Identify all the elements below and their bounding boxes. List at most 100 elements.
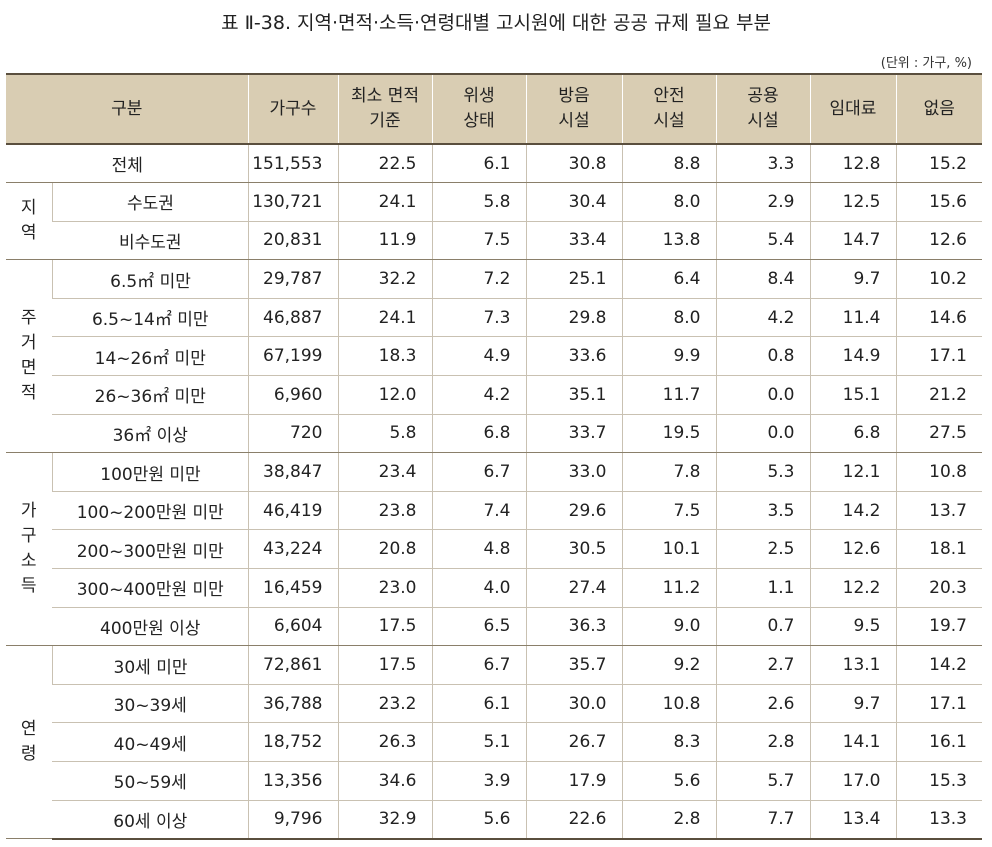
unit-note: (단위 : 가구, %) [880,56,972,71]
table-cell: 5.4 [715,221,810,261]
table-cell: 30.5 [525,529,622,570]
table-cell: 11.9 [337,221,432,261]
table-cell: 36.3 [525,607,622,647]
table-cell: 6.7 [431,645,526,685]
table-cell: 29.8 [525,298,622,338]
table-cell: 7.7 [715,800,810,840]
table-cell: 17.9 [525,761,622,801]
table-cell: 24.1 [337,182,432,222]
group-label-char: 구 [20,526,37,547]
table-cell: 33.7 [525,414,622,454]
table-row: 50~59세 13,356 34.6 3.9 17.9 5.6 5.7 17.0 15.3 [6,761,982,801]
table-cell: 12.5 [809,182,896,222]
table-cell: 8.4 [715,259,810,299]
table-cell: 10.2 [895,259,982,299]
header-shared: 공용 시설 [715,73,810,145]
row-label: 60세 이상 [52,800,248,840]
table-cell: 33.0 [525,452,622,492]
header-line: 상태 [463,111,495,131]
table-cell: 6.1 [431,144,526,184]
table-cell: 11.4 [809,298,896,338]
table-cell: 13.8 [621,221,716,261]
table-cell: 9.9 [621,336,716,377]
table-row: 200~300만원 미만 43,224 20.8 4.8 30.5 10.1 2.5 12.6… [6,529,982,570]
table-row: 가 구 소 득 100만원 미만 38,847 23.4 6.7 33.0 7.8 5.3 12.1 1… [6,452,982,647]
header-line: 최소 면적 [351,86,419,106]
table-cell: 7.5 [621,491,716,531]
group-label-char: 거 [20,333,37,354]
table-cell: 10.1 [621,529,716,570]
header-line: 시설 [558,111,590,131]
table-cell: 15.6 [895,182,982,222]
table-row: 14~26㎡ 미만 67,199 18.3 4.9 33.6 9.9 0.8 14.9 17.1 [6,336,982,377]
table-cell: 33.4 [525,221,622,261]
table-cell: 13.4 [809,800,896,840]
table-cell: 13.3 [895,800,982,840]
table-cell: 6.5 [431,607,526,647]
table-cell: 0.0 [715,375,810,415]
table-row: 60세 이상 9,796 32.9 5.6 22.6 2.8 7.7 13.4 13.3 [6,800,982,840]
table-cell: 4.9 [431,336,526,377]
row-label: 50~59세 [52,761,248,801]
header-row: 구분 가구수 최소 면적 기준 위생 상태 방음 시설 안전 시설 공용 시설 임대료 없… [6,73,982,145]
table-cell: 6.8 [809,414,896,454]
table-cell: 46,419 [247,491,338,531]
row-label: 200~300만원 미만 [52,529,248,570]
table-row: 26~36㎡ 미만 6,960 12.0 4.2 35.1 11.7 0.0 15.1 21.2 [6,375,982,415]
table-cell: 8.8 [621,144,716,184]
table-cell: 6.4 [621,259,716,299]
group-label-char: 령 [20,744,37,765]
group-label-char: 득 [20,576,37,597]
table-cell: 14.2 [895,645,982,685]
table-cell: 15.1 [809,375,896,415]
row-label: 26~36㎡ 미만 [52,375,248,415]
table-cell: 2.7 [715,645,810,685]
table-row: 지 역 수도권 130,721 24.1 5.8 30.4 8.0 2.9 12.5 15.6 [6,182,982,261]
row-label: 30~39세 [52,684,248,724]
table-cell: 17.1 [895,684,982,724]
table-cell: 5.1 [431,722,526,762]
data-table: 구분 가구수 최소 면적 기준 위생 상태 방음 시설 안전 시설 공용 시설 임대료 없… [6,73,982,840]
table-cell: 16.1 [895,722,982,762]
table-cell: 20.3 [895,568,982,608]
header-line: 시설 [747,111,779,131]
table-row: 6.5~14㎡ 미만 46,887 24.1 7.3 29.8 8.0 4.2 11.4 14.… [6,298,982,338]
table-cell: 29.6 [525,491,622,531]
table-cell: 8.3 [621,722,716,762]
table-cell: 2.9 [715,182,810,222]
table-cell: 17.5 [337,607,432,647]
group-label-char: 적 [20,383,37,404]
table-cell: 21.2 [895,375,982,415]
table-cell: 5.6 [621,761,716,801]
table-cell: 23.4 [337,452,432,492]
group-label-char: 주 [20,308,37,329]
table-cell: 12.8 [809,144,896,184]
table-cell: 46,887 [247,298,338,338]
table-cell: 30.0 [525,684,622,724]
header-soundproof: 방음 시설 [525,73,622,145]
table-cell: 151,553 [247,144,338,184]
group-label-char: 역 [20,223,37,244]
header-min-area: 최소 면적 기준 [337,73,432,145]
table-cell: 8.0 [621,182,716,222]
table-cell: 14.2 [809,491,896,531]
table-cell: 19.7 [895,607,982,647]
header-safety: 안전 시설 [621,73,716,145]
table-cell: 7.3 [431,298,526,338]
table-cell: 5.8 [431,182,526,222]
table-row-total: 전체 151,553 22.5 6.1 30.8 8.8 3.3 12.8 15.2 [6,144,982,184]
table-cell: 26.7 [525,722,622,762]
table-cell: 18,752 [247,722,338,762]
header-rent: 임대료 [809,73,896,145]
table-cell: 20,831 [247,221,338,261]
table-cell: 10.8 [621,684,716,724]
table-cell: 16,459 [247,568,338,608]
table-cell: 32.2 [337,259,432,299]
group-label-char: 지 [20,198,37,219]
table-cell: 24.1 [337,298,432,338]
table-cell: 20.8 [337,529,432,570]
table-cell: 9,796 [247,800,338,840]
header-line: 위생 [463,86,495,106]
